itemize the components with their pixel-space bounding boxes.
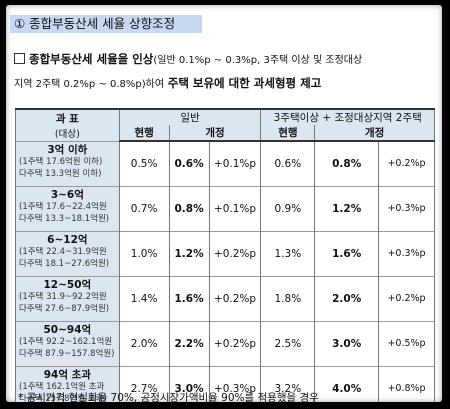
general-rate-change: +0.2%p bbox=[208, 230, 262, 276]
multi-rate-change: +0.5%p bbox=[378, 320, 435, 366]
tax-rate-table: 과 표 (대상) 일반 3주택이상 + 조정대상지역 2주택 현행 개정 현행 … bbox=[15, 108, 435, 402]
bracket-detail-single: (1주택 22.4~31.9억원 bbox=[19, 246, 107, 257]
table-row: 94억 초과 (1주택 162.1억원 초과 다주택 157.8억원 초과) 2.7%… bbox=[15, 365, 435, 403]
multi-rate-change: +0.2%p bbox=[378, 275, 435, 321]
general-revised-rate: 2.2% bbox=[168, 320, 210, 366]
header-general-revised: 개정 bbox=[168, 125, 262, 142]
multi-rate-change: +0.8%p bbox=[378, 365, 435, 402]
general-current-rate: 0.5% bbox=[118, 140, 170, 186]
bracket-detail-multi: 다주택 18.1~27.6억원) bbox=[19, 258, 110, 269]
section-heading: ① 종합부동산세 세율 상향조정 bbox=[10, 15, 202, 33]
header-category: 과 표 (대상) bbox=[15, 108, 120, 141]
multi-revised-rate: 2.0% bbox=[314, 275, 380, 321]
multi-current-rate: 0.6% bbox=[260, 140, 316, 186]
bracket-detail-single: (1주택 92.2~162.1억원 bbox=[19, 336, 113, 347]
table-row: 12~50억 (1주택 31.9~92.2억원 다주택 27.6~87.9억원) 1.… bbox=[15, 275, 435, 321]
table-row: 50~94억 (1주택 92.2~162.1억원 다주택 87.9~157.8억원)… bbox=[15, 320, 435, 366]
bracket-name: 50~94억 bbox=[43, 323, 92, 336]
header-multi-revised: 개정 bbox=[314, 125, 435, 142]
bracket-detail-single: (1주택 162.1억원 초과 bbox=[19, 381, 105, 392]
bracket-name: 6~12억 bbox=[47, 233, 88, 246]
general-current-rate: 1.4% bbox=[118, 275, 170, 321]
table-row: 3~6억 (1주택 17.6~22.4억원 다주택 13.3~18.1억원) 0.7%… bbox=[15, 185, 435, 231]
bracket-detail-single: (1주택 31.9~92.2억원 bbox=[19, 291, 107, 302]
bracket-cell: 50~94억 (1주택 92.2~162.1억원 다주택 87.9~157.8억원) bbox=[15, 320, 120, 366]
bracket-detail-multi: 다주택 87.9~157.8억원) bbox=[19, 348, 115, 359]
general-revised-rate: 0.8% bbox=[168, 185, 210, 231]
multi-revised-rate: 3.0% bbox=[314, 320, 380, 366]
bracket-cell: 3~6억 (1주택 17.6~22.4억원 다주택 13.3~18.1억원) bbox=[15, 185, 120, 231]
bracket-name: 12~50억 bbox=[43, 278, 92, 291]
multi-current-rate: 1.8% bbox=[260, 275, 316, 321]
general-rate-change: +0.2%p bbox=[208, 320, 262, 366]
multi-current-rate: 3.2% bbox=[260, 365, 316, 402]
multi-current-rate: 0.9% bbox=[260, 185, 316, 231]
multi-current-rate: 1.3% bbox=[260, 230, 316, 276]
intro-goal: 주택 보유에 대한 과세형평 제고 bbox=[167, 76, 322, 90]
table-row: 6~12억 (1주택 22.4~31.9억원 다주택 18.1~27.6억원) 1.0… bbox=[15, 230, 435, 276]
bracket-cell: 12~50억 (1주택 31.9~92.2억원 다주택 27.6~87.9억원) bbox=[15, 275, 120, 321]
bracket-name: 3~6억 bbox=[50, 188, 84, 201]
multi-rate-change: +0.3%p bbox=[378, 230, 435, 276]
general-rate-change: +0.1%p bbox=[208, 140, 262, 186]
bracket-detail-single: (1주택 17.6~22.4억원 bbox=[19, 201, 107, 212]
intro-range-multi: 지역 2주택 0.2%p ~ 0.8%p)하여 bbox=[14, 79, 165, 90]
bracket-name: 94억 초과 bbox=[43, 368, 91, 381]
multi-rate-change: +0.3%p bbox=[378, 185, 435, 231]
general-current-rate: 2.7% bbox=[118, 365, 170, 402]
general-revised-rate: 1.6% bbox=[168, 275, 210, 321]
multi-current-rate: 2.5% bbox=[260, 320, 316, 366]
bracket-detail-single: (1주택 17.6억원 이하) bbox=[19, 156, 103, 167]
intro-range-general: (일반 0.1%p ~ 0.3%p, 3주택 이상 및 조정대상 bbox=[153, 55, 363, 66]
header-multi-current: 현행 bbox=[260, 125, 316, 142]
general-revised-rate: 3.0% bbox=[168, 365, 210, 402]
header-general-current: 현행 bbox=[118, 125, 170, 142]
general-rate-change: +0.3%p bbox=[208, 365, 262, 402]
header-multi-home: 3주택이상 + 조정대상지역 2주택 bbox=[260, 108, 435, 125]
table-row: 3억 이하 (1주택 17.6억원 이하) 다주택 13.3억원 이하) 0.5% 0.… bbox=[15, 140, 435, 186]
bracket-cell: 6~12억 (1주택 22.4~31.9억원 다주택 18.1~27.6억원) bbox=[15, 230, 120, 276]
multi-revised-rate: 0.8% bbox=[314, 140, 380, 186]
header-general: 일반 bbox=[118, 108, 262, 125]
general-rate-change: +0.1%p bbox=[208, 185, 262, 231]
general-revised-rate: 1.2% bbox=[168, 230, 210, 276]
bracket-detail-multi: 다주택 157.8억원 초과) bbox=[19, 393, 107, 403]
multi-revised-rate: 1.2% bbox=[314, 185, 380, 231]
footnote: * 공시가격 현실화율 70%, 공정시장가액비율 90%를 적용했을 경우 bbox=[18, 392, 319, 402]
general-rate-change: +0.2%p bbox=[208, 275, 262, 321]
document-frame: ① 종합부동산세 세율 상향조정 종합부동산세 세율을 인상(일반 0.1%p … bbox=[6, 5, 442, 402]
general-current-rate: 2.0% bbox=[118, 320, 170, 366]
bracket-cell: 94억 초과 (1주택 162.1억원 초과 다주택 157.8억원 초과) bbox=[15, 365, 120, 403]
checkbox-bullet-icon bbox=[14, 53, 25, 64]
bracket-name: 3억 이하 bbox=[47, 143, 88, 156]
intro-paragraph: 종합부동산세 세율을 인상(일반 0.1%p ~ 0.3%p, 3주택 이상 및… bbox=[14, 48, 440, 96]
general-revised-rate: 0.6% bbox=[168, 140, 210, 186]
multi-revised-rate: 4.0% bbox=[314, 365, 380, 402]
bracket-cell: 3억 이하 (1주택 17.6억원 이하) 다주택 13.3억원 이하) bbox=[15, 140, 120, 186]
bracket-detail-multi: 다주택 13.3~18.1억원) bbox=[19, 213, 110, 224]
multi-rate-change: +0.2%p bbox=[378, 140, 435, 186]
intro-emphasis: 종합부동산세 세율을 인상 bbox=[29, 52, 154, 66]
multi-revised-rate: 1.6% bbox=[314, 230, 380, 276]
bracket-detail-multi: 다주택 13.3억원 이하) bbox=[19, 168, 102, 179]
general-current-rate: 1.0% bbox=[118, 230, 170, 276]
general-current-rate: 0.7% bbox=[118, 185, 170, 231]
bracket-detail-multi: 다주택 27.6~87.9억원) bbox=[19, 303, 110, 314]
